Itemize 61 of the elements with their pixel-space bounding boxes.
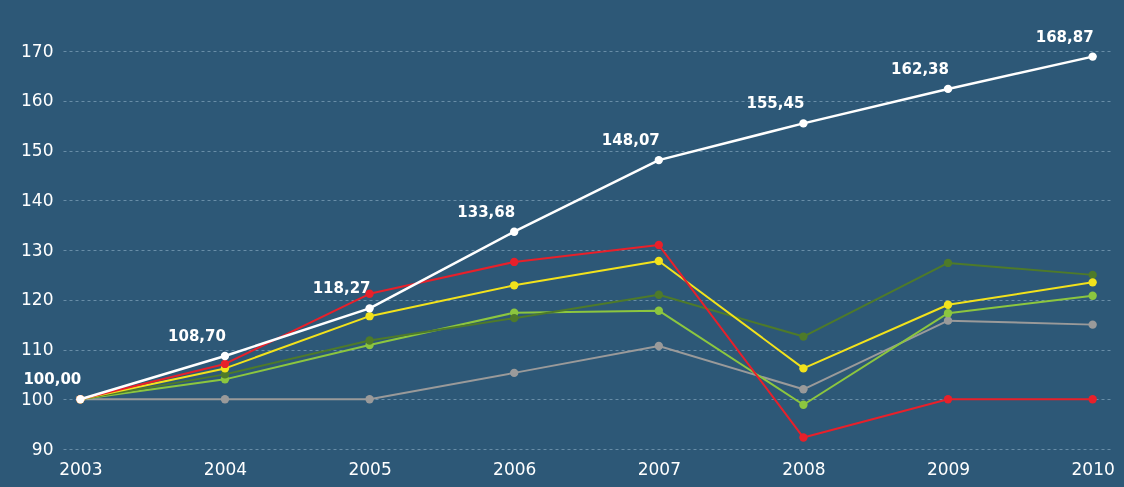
x-tick-label: 2004 [203, 458, 248, 479]
x-tick-label: 2008 [782, 458, 826, 479]
point [654, 290, 663, 299]
data-label: 155,45 [746, 94, 805, 113]
x-tick-label: 2007 [637, 458, 681, 479]
point [220, 351, 230, 361]
point [799, 400, 808, 409]
point [510, 368, 519, 378]
point [654, 155, 663, 165]
point [220, 359, 230, 369]
point [510, 281, 519, 290]
x-tick-label: 2006 [493, 458, 537, 479]
point [943, 309, 953, 318]
y-tick-label: 110 [21, 339, 54, 359]
y-tick-label: 160 [21, 90, 54, 111]
data-label: 108,70 [168, 326, 226, 345]
point [943, 316, 953, 325]
point [799, 364, 808, 373]
x-tick-label: 2005 [348, 458, 392, 479]
point [943, 258, 953, 268]
y-tick-label: 150 [21, 140, 54, 160]
data-label: 148,07 [601, 131, 660, 150]
point [799, 119, 808, 128]
point [1088, 278, 1097, 287]
point [799, 332, 808, 341]
point [654, 256, 663, 266]
point [654, 306, 663, 315]
point [1088, 270, 1097, 280]
data-label: 168,87 [1035, 27, 1094, 46]
point [365, 336, 374, 345]
y-tick-label: 120 [21, 289, 54, 310]
point [1088, 52, 1097, 61]
point [365, 311, 374, 321]
point [1088, 395, 1097, 404]
point [943, 395, 953, 404]
y-tick-label: 170 [21, 40, 54, 61]
point [943, 300, 953, 309]
data-label: 133,68 [457, 202, 516, 221]
point [510, 227, 519, 236]
point [510, 313, 519, 323]
point [799, 385, 808, 394]
y-tick-label: 90 [31, 438, 54, 459]
data-label: 100,00 [23, 370, 82, 389]
point [799, 433, 808, 442]
data-label: 118,27 [312, 279, 371, 298]
point [654, 341, 663, 351]
point [1088, 320, 1097, 329]
x-tick-label: 2009 [926, 458, 971, 479]
y-tick-label: 130 [21, 239, 54, 260]
point [1088, 291, 1097, 300]
x-tick-label: 2003 [59, 458, 103, 479]
point [943, 84, 953, 94]
y-tick-label: 100 [21, 388, 54, 409]
point [220, 395, 230, 404]
x-tick-label: 2010 [1071, 458, 1115, 479]
point [510, 257, 519, 267]
y-tick-label: 140 [21, 189, 54, 210]
point [365, 395, 374, 404]
data-label: 162,38 [891, 59, 949, 78]
point [654, 240, 663, 250]
point [365, 304, 374, 313]
